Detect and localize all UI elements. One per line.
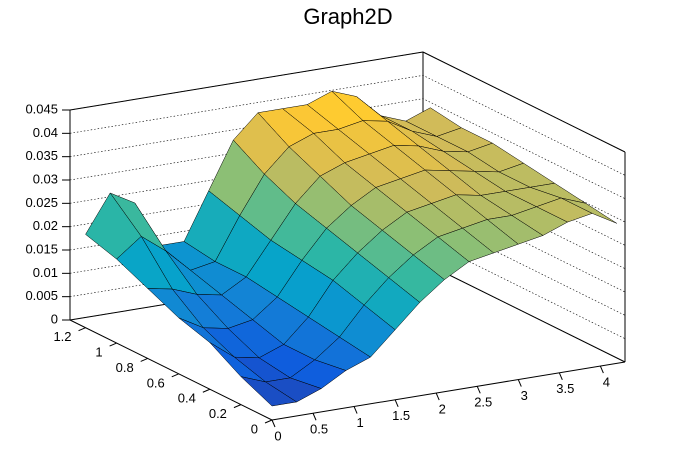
x-tick [394, 399, 399, 407]
x-tick [599, 365, 604, 374]
y-tick [78, 327, 86, 332]
x-tick [517, 379, 522, 387]
z-tick-label: 0.03 [33, 171, 58, 186]
x-tick-label: 0 [274, 428, 281, 443]
x-tick-label: 1 [356, 415, 363, 430]
z-tick-label: 0.02 [33, 218, 58, 233]
y-tick [264, 419, 273, 424]
y-tick [140, 358, 148, 362]
x-tick-label: 3 [521, 388, 528, 403]
z-tick-label: 0.04 [33, 125, 58, 140]
y-tick [171, 373, 179, 378]
z-tick-label: 0.025 [25, 195, 58, 210]
y-tick-label: 0.4 [178, 391, 196, 406]
x-tick [271, 419, 276, 428]
z-tick-label: 0.015 [25, 241, 58, 256]
x-tick [476, 386, 481, 394]
x-tick [312, 413, 317, 421]
grid-line [69, 98, 626, 199]
surface-cell [240, 376, 297, 407]
z-tick-label: 0 [51, 311, 58, 326]
y-tick-label: 0.2 [209, 406, 227, 421]
y-tick-label: 0 [251, 421, 258, 436]
y-tick [202, 388, 211, 393]
x-tick-label: 4 [603, 374, 610, 389]
grid-line [69, 75, 626, 176]
y-tick-label: 1 [95, 345, 102, 360]
x-tick [353, 406, 358, 414]
x-tick-label: 0.5 [310, 422, 328, 437]
y-tick-label: 1.2 [53, 329, 71, 344]
z-tick-label: 0.035 [25, 148, 58, 163]
y-tick [109, 342, 117, 347]
y-axis [69, 319, 273, 421]
x-axis [271, 361, 626, 421]
z-tick-label: 0.005 [25, 288, 58, 303]
y-tick-label: 0.6 [147, 375, 165, 390]
y-tick [233, 404, 242, 409]
x-tick-label: 2 [439, 401, 446, 416]
z-tick-label: 0.045 [25, 101, 58, 116]
grid-line [69, 51, 626, 153]
chart-title: Graph2D [303, 4, 392, 29]
x-tick [558, 372, 563, 380]
x-tick-label: 2.5 [474, 395, 492, 410]
y-tick-label: 0.8 [116, 360, 134, 375]
x-tick-label: 1.5 [392, 408, 410, 423]
x-tick [435, 392, 440, 401]
x-tick-label: 3.5 [556, 381, 574, 396]
z-tick-label: 0.01 [33, 265, 58, 280]
